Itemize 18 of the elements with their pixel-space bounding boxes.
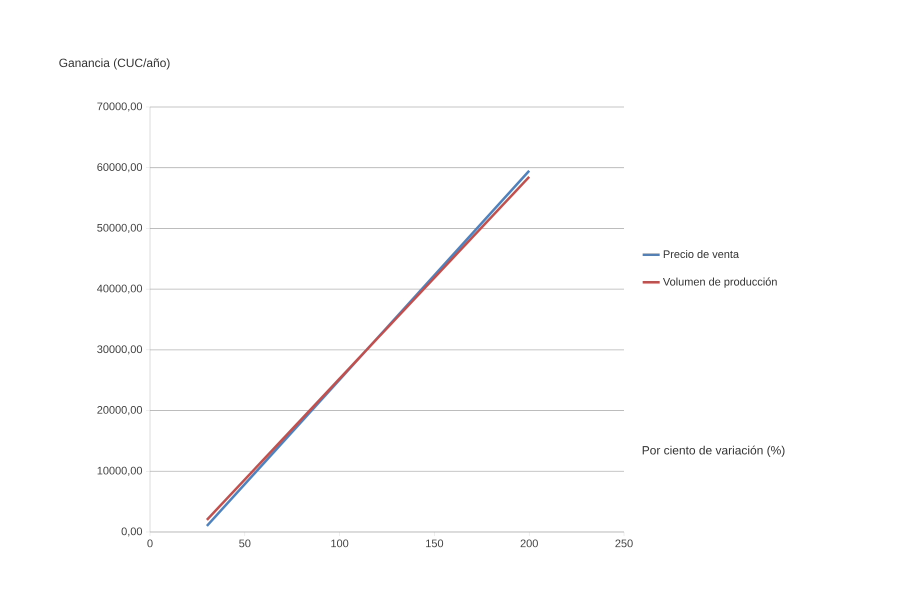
y-tick-label: 60000,00 bbox=[97, 163, 142, 172]
x-tick-label: 100 bbox=[331, 540, 348, 548]
y-tick-label: 40000,00 bbox=[97, 284, 142, 294]
y-tick-label: 70000,00 bbox=[97, 102, 142, 112]
x-tick-label: 0 bbox=[147, 540, 153, 548]
y-axis-title: Ganancia (CUC/año) bbox=[59, 58, 170, 70]
y-tick-label: 10000,00 bbox=[98, 466, 142, 476]
y-tick-label: 20000,00 bbox=[97, 406, 142, 416]
legend-label: Volumen de producción bbox=[662, 277, 777, 288]
x-tick-label: 150 bbox=[426, 540, 444, 548]
y-tick-label: 50000,00 bbox=[97, 224, 142, 233]
y-tick-label: 0,00 bbox=[122, 527, 142, 537]
x-tick-label: 200 bbox=[520, 540, 538, 548]
x-tick-label: 50 bbox=[239, 540, 250, 548]
x-axis-title: Por ciento de variación (%) bbox=[642, 446, 784, 457]
y-tick-label: 30000,00 bbox=[97, 345, 142, 354]
legend-label: Precio de venta bbox=[664, 250, 740, 258]
x-tick-label: 250 bbox=[615, 540, 633, 548]
